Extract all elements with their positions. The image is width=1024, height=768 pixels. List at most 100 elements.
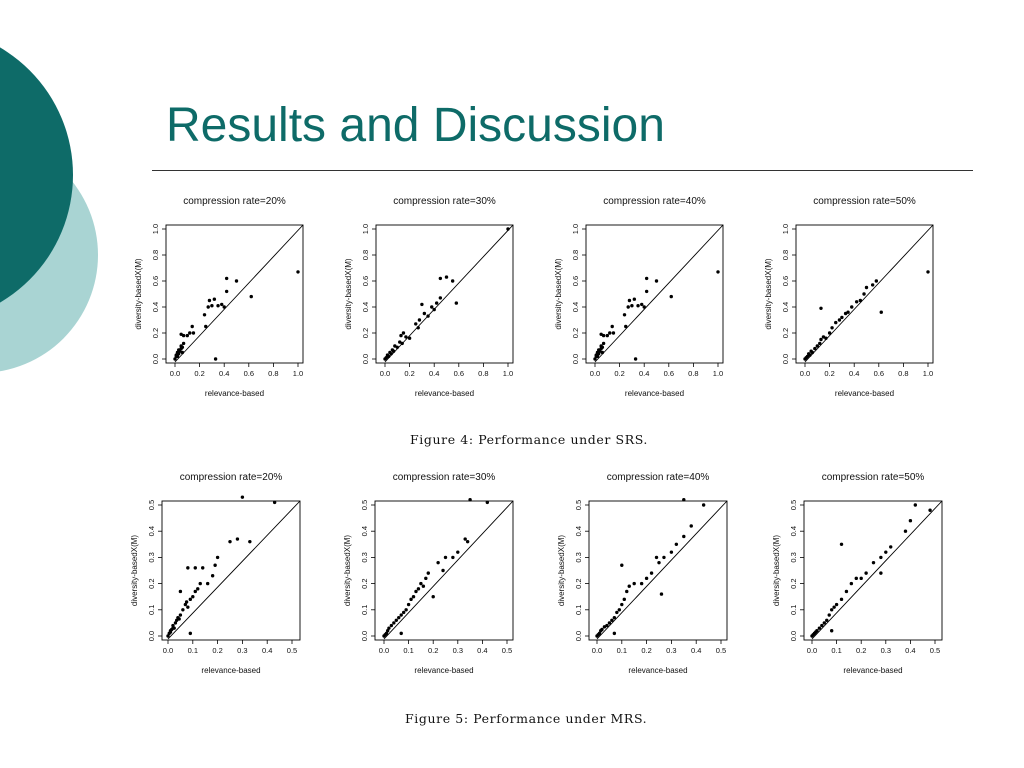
dark-teal-circle [0,47,73,303]
data-point [234,279,239,283]
y-axis-label: diversity-basedX(M) [344,258,353,329]
x-axis-label: relevance-based [835,389,894,398]
y-tick-label: 0.4 [147,526,156,536]
data-point [201,566,205,570]
data-point [436,560,440,565]
data-point [839,542,844,546]
data-point [830,326,834,330]
data-point [404,608,408,612]
data-point [389,352,393,356]
data-point [600,627,604,632]
data-point [249,294,253,299]
data-point [627,584,631,588]
data-point [607,621,612,625]
data-point [186,605,190,609]
data-point [207,298,212,303]
data-point [817,626,822,630]
data-point [181,608,185,612]
data-point [384,631,389,636]
data-point [815,629,819,633]
data-point [210,304,214,308]
scatter-panel-3: compression rate=40% 0.0 0.2 0.4 0.6 0.8 1.0 0.… [554,196,724,398]
data-point [438,276,443,281]
data-point [456,550,460,554]
y-axis-label: diversity-basedX(M) [764,258,773,329]
data-point [202,313,207,317]
data-point [822,621,826,625]
data-point [625,589,629,594]
data-point [215,555,220,560]
x-tick-label: 0.6 [874,369,884,378]
y-tick-label: 0.4 [571,302,580,312]
data-point [401,610,406,615]
reference-diagonal [174,224,304,363]
data-point [176,352,181,356]
y-tick-label: 0.2 [151,328,160,338]
reference-diagonal [594,224,724,363]
data-point [850,305,854,309]
data-point [601,341,606,346]
scatter-panel-1: compression rate=20% 0.0 0.2 0.4 0.6 0.8 1.0 0.… [134,196,304,398]
data-point [240,495,245,499]
data-point [213,563,217,567]
y-axis-label: diversity-basedX(M) [130,535,139,606]
data-point [399,613,403,617]
y-tick-label: 1.0 [781,224,790,234]
data-point [870,283,875,287]
data-point [181,333,186,338]
data-point [612,631,617,636]
data-point [808,353,812,357]
data-point [391,349,396,353]
scatter-panel-6: compression rate=30% 0.0 0.1 0.2 0.3 0.4 0.5 0.… [343,472,514,675]
data-point [465,539,470,544]
data-point [186,566,190,570]
x-tick-label: 0.4 [219,369,229,378]
x-tick-label: 0.5 [716,646,726,655]
data-point [884,550,888,554]
figure-5-caption: Figure 5: Performance under MRS. [405,711,648,726]
data-point [716,270,720,274]
y-tick-label: 0.0 [360,631,369,641]
y-tick-label: 0.4 [574,526,583,536]
y-tick-label: 0.0 [574,631,583,641]
data-point [185,333,189,338]
y-tick-label: 0.4 [151,302,160,312]
data-point [689,524,693,528]
plot-frame [585,224,724,364]
x-tick-label: 0.4 [429,369,439,378]
data-point [813,346,817,351]
y-tick-label: 0.4 [781,302,790,312]
data-point [832,605,836,609]
data-point [827,331,832,335]
data-point [220,302,224,307]
data-point [411,595,416,599]
y-tick-label: 0.1 [147,605,156,615]
data-point [419,581,423,586]
data-point [205,581,210,586]
data-point [191,331,196,335]
data-point [431,595,435,599]
x-axis-label: relevance-based [843,666,902,675]
data-point [859,576,863,581]
data-point [190,324,194,329]
panel-title: compression rate=50% [813,196,916,207]
data-point [177,617,181,621]
data-point [622,597,626,602]
reference-diagonal [383,500,514,640]
data-point [191,595,195,599]
y-tick-label: 0.2 [781,328,790,338]
plot-frame [795,224,934,364]
x-tick-label: 0.6 [664,369,674,378]
data-point [640,302,644,307]
data-point [630,304,634,308]
data-point [622,313,627,317]
data-point [183,602,188,607]
data-point [644,276,649,281]
data-point [430,305,434,309]
x-tick-label: 0.6 [454,369,464,378]
data-point [424,576,428,581]
data-point [600,350,605,355]
data-point [224,276,229,281]
y-axis-label: diversity-basedX(M) [343,535,352,606]
data-point [434,301,439,305]
